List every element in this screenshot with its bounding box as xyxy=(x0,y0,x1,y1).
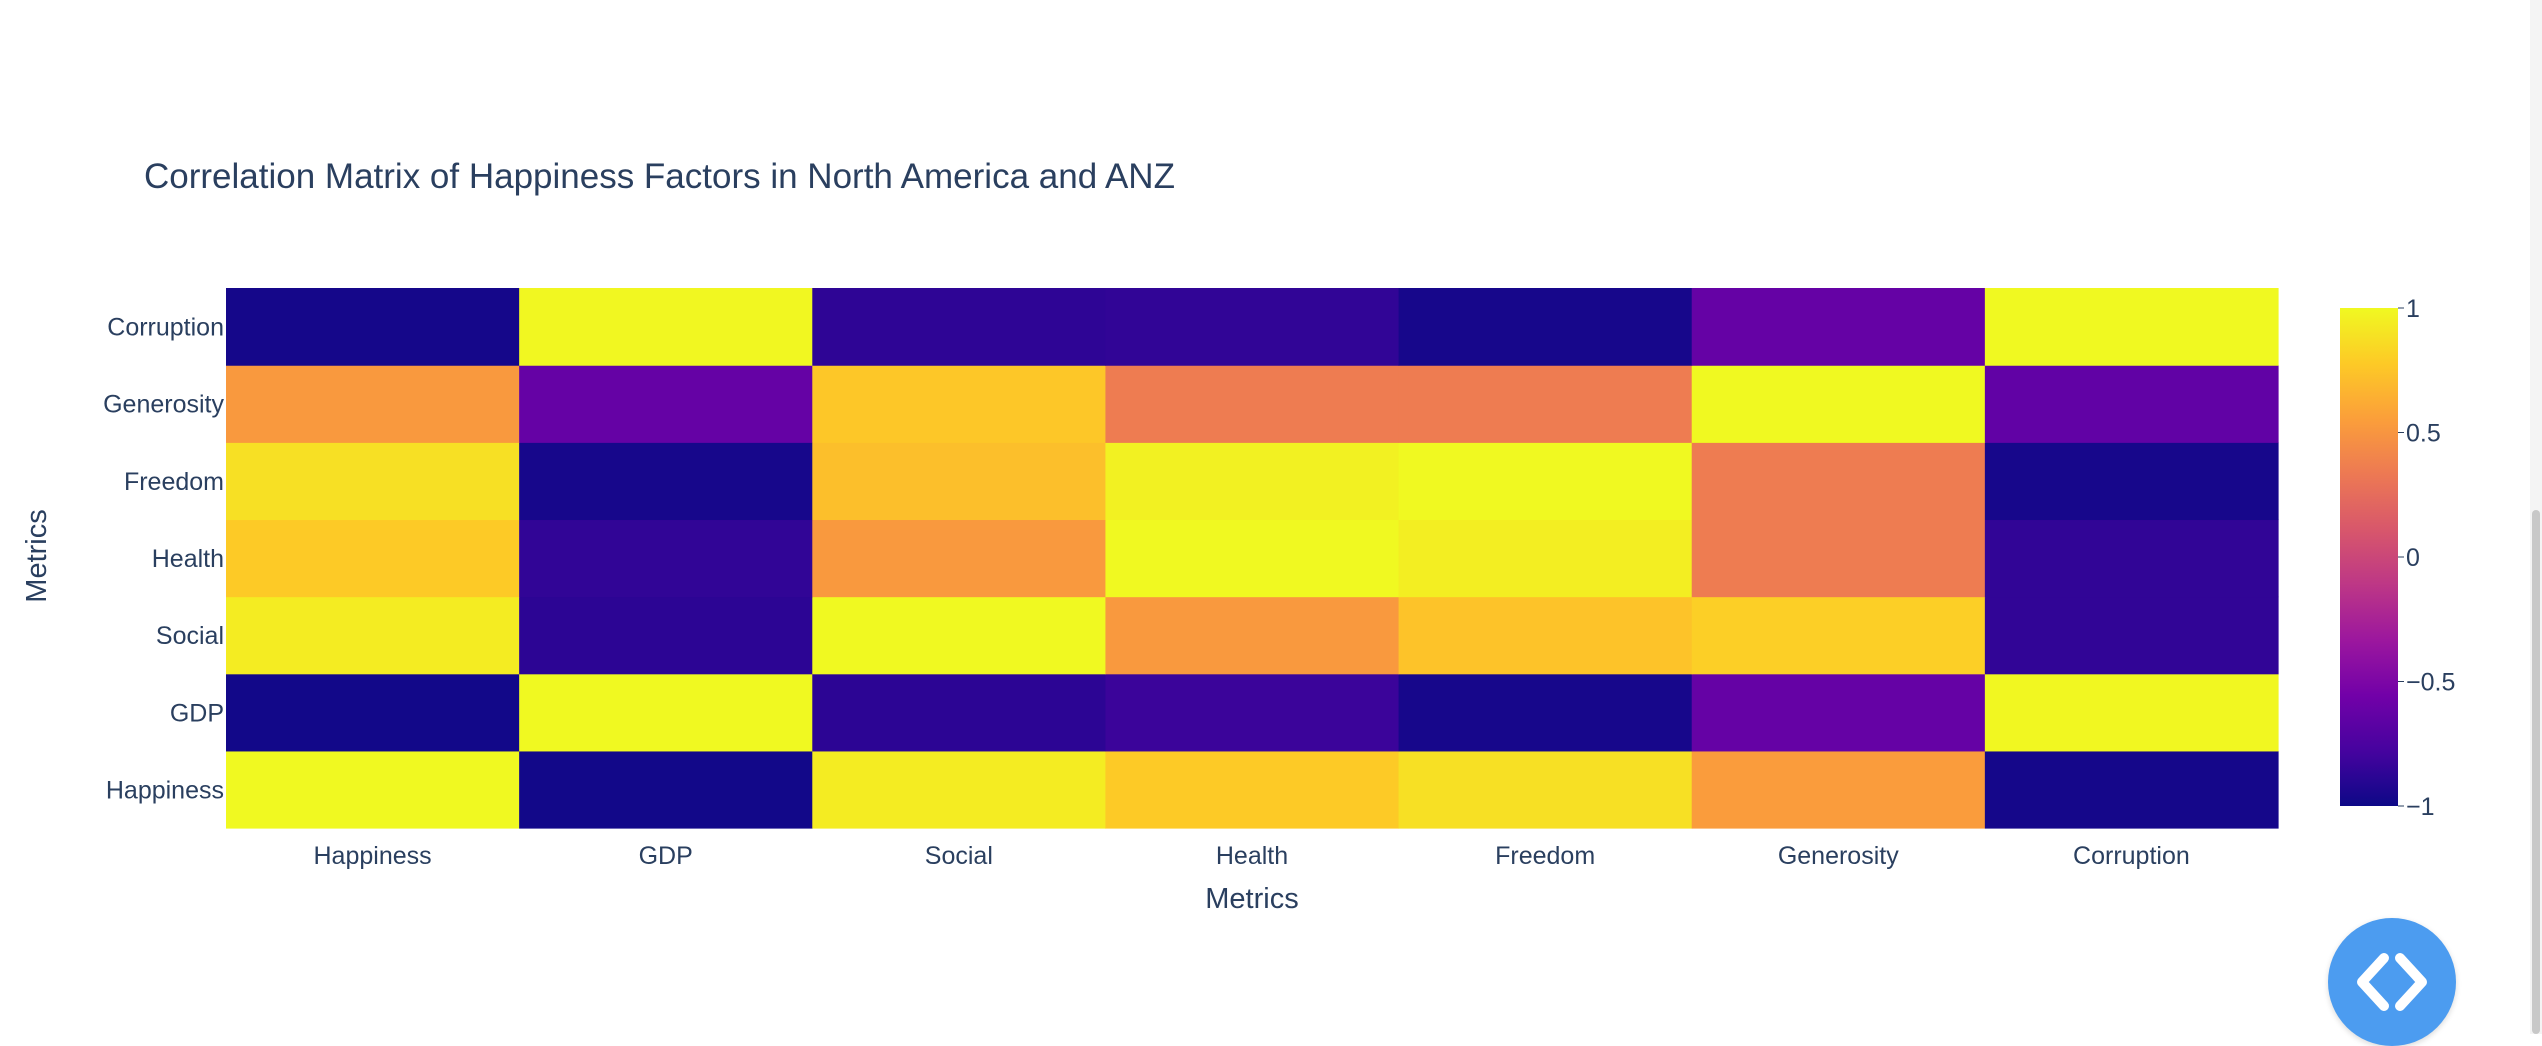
heatmap-cell[interactable] xyxy=(1105,673,1400,752)
heatmap-cell[interactable] xyxy=(1398,750,1693,829)
colorbar-tick-label: 0 xyxy=(2406,544,2420,572)
x-tick-label: Health xyxy=(1216,842,1288,870)
heatmap-cell[interactable] xyxy=(226,750,520,829)
heatmap-cell[interactable] xyxy=(1691,365,1986,443)
heatmap-cell[interactable] xyxy=(1105,442,1400,521)
heatmap-cell[interactable] xyxy=(519,750,813,829)
heatmap-cell[interactable] xyxy=(226,365,520,443)
x-tick-label: Happiness xyxy=(314,842,432,870)
x-tick-label: Freedom xyxy=(1495,842,1595,870)
heatmap-cell[interactable] xyxy=(812,365,1107,443)
x-axis-title: Metrics xyxy=(1205,883,1298,915)
heatmap-cell[interactable] xyxy=(1691,673,1986,752)
heatmap-cell[interactable] xyxy=(226,442,520,521)
heatmap-cell[interactable] xyxy=(1691,288,1986,366)
colorbar: 1 0.5 0 −0.5 −1 xyxy=(2340,295,2455,821)
code-view-button[interactable] xyxy=(2328,918,2456,1046)
heatmap-cell[interactable] xyxy=(1398,288,1693,366)
heatmap-cell[interactable] xyxy=(1691,750,1986,829)
scrollbar-thumb[interactable] xyxy=(2532,510,2540,1034)
chart-title: Correlation Matrix of Happiness Factors … xyxy=(144,157,1175,196)
heatmap-cell[interactable] xyxy=(226,288,520,366)
heatmap-cell[interactable] xyxy=(1984,365,2279,443)
colorbar-tick-label: −1 xyxy=(2406,793,2435,821)
heatmap-cell[interactable] xyxy=(812,750,1107,829)
heatmap-cell[interactable] xyxy=(1984,519,2279,598)
heatmap-cell[interactable] xyxy=(812,596,1107,675)
y-axis-title: Metrics xyxy=(21,509,53,602)
colorbar-tick-label: 1 xyxy=(2406,295,2420,323)
heatmap-cell[interactable] xyxy=(1984,288,2279,366)
heatmap-cell[interactable] xyxy=(1398,365,1693,443)
y-tick-label: Health xyxy=(152,545,224,573)
heatmap-cell[interactable] xyxy=(226,519,520,598)
colorbar-tick-label: −0.5 xyxy=(2406,669,2455,697)
heatmap-cell[interactable] xyxy=(1398,673,1693,752)
heatmap-cell[interactable] xyxy=(519,673,813,752)
heatmap-cell[interactable] xyxy=(1691,596,1986,675)
heatmap-cell[interactable] xyxy=(1105,750,1400,829)
heatmap-cell[interactable] xyxy=(1105,365,1400,443)
y-axis-ticks: Happiness GDP Social Health Freedom Generosit… xyxy=(103,314,224,805)
heatmap-cell[interactable] xyxy=(812,442,1107,521)
heatmap-cells xyxy=(226,288,2279,829)
heatmap-cell[interactable] xyxy=(1398,596,1693,675)
heatmap-cell[interactable] xyxy=(812,673,1107,752)
y-tick-label: GDP xyxy=(170,699,224,727)
y-tick-label: Corruption xyxy=(107,314,224,342)
x-tick-label: Corruption xyxy=(2073,842,2190,870)
heatmap-cell[interactable] xyxy=(226,596,520,675)
heatmap-cell[interactable] xyxy=(519,365,813,443)
x-tick-label: Social xyxy=(925,842,993,870)
heatmap-cell[interactable] xyxy=(519,596,813,675)
x-tick-label: GDP xyxy=(639,842,693,870)
heatmap-cell[interactable] xyxy=(1105,519,1400,598)
heatmap-cell[interactable] xyxy=(226,673,520,752)
heatmap-cell[interactable] xyxy=(1691,519,1986,598)
heatmap-cell[interactable] xyxy=(519,288,813,366)
heatmap-cell[interactable] xyxy=(1984,442,2279,521)
y-tick-label: Generosity xyxy=(103,391,224,419)
heatmap-cell[interactable] xyxy=(812,288,1107,366)
heatmap-cell[interactable] xyxy=(1984,750,2279,829)
y-tick-label: Happiness xyxy=(106,776,224,804)
y-tick-label: Freedom xyxy=(124,468,224,496)
heatmap-cell[interactable] xyxy=(812,519,1107,598)
page-scrollbar[interactable] xyxy=(2530,0,2542,1034)
heatmap-cell[interactable] xyxy=(1105,288,1400,366)
heatmap-cell[interactable] xyxy=(1984,596,2279,675)
heatmap-cell[interactable] xyxy=(519,519,813,598)
x-axis-ticks: Happiness GDP Social Health Freedom Generosit… xyxy=(314,842,2190,870)
heatmap-cell[interactable] xyxy=(1398,519,1693,598)
heatmap-cell[interactable] xyxy=(1105,596,1400,675)
colorbar-gradient xyxy=(2340,308,2398,806)
colorbar-tick-label: 0.5 xyxy=(2406,420,2441,448)
heatmap-cell[interactable] xyxy=(1984,673,2279,752)
heatmap-cell[interactable] xyxy=(1691,442,1986,521)
y-tick-label: Social xyxy=(156,622,224,650)
x-tick-label: Generosity xyxy=(1778,842,1899,870)
heatmap-cell[interactable] xyxy=(1398,442,1693,521)
code-brackets-icon xyxy=(2357,953,2427,1011)
heatmap-cell[interactable] xyxy=(519,442,813,521)
